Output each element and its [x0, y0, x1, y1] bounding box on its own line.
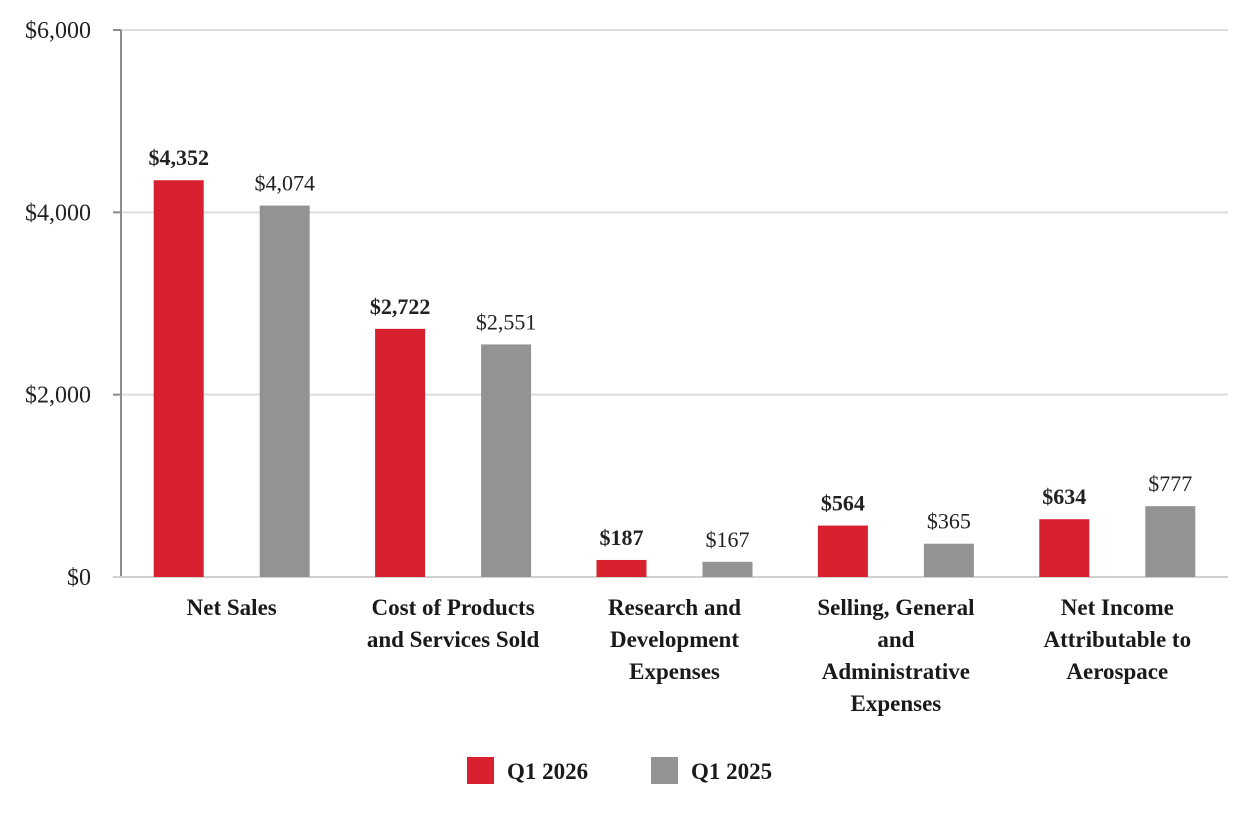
bar-q1-2026: [817, 525, 868, 577]
category-label: Net Sales: [187, 595, 277, 620]
data-label: $4,352: [148, 145, 209, 170]
data-label: $4,074: [254, 171, 315, 196]
category-label: Aerospace: [1066, 659, 1168, 684]
bar-q1-2025: [481, 344, 532, 577]
legend-swatch: [467, 757, 494, 784]
bar-q1-2025: [259, 205, 310, 577]
bar-q1-2025: [1145, 506, 1196, 577]
legend-label: Q1 2026: [507, 759, 588, 784]
category-label: and Services Sold: [367, 627, 540, 652]
y-tick-label: $4,000: [25, 200, 91, 226]
data-label: $777: [1148, 471, 1192, 496]
category-label: and: [877, 627, 914, 652]
data-label: $2,722: [370, 294, 431, 319]
data-label: $634: [1042, 484, 1086, 509]
legend-swatch: [651, 757, 678, 784]
category-label: Expenses: [851, 691, 942, 716]
data-label: $187: [600, 525, 644, 550]
data-label: $2,551: [476, 309, 537, 334]
bar-q1-2026: [375, 328, 426, 577]
bar-q1-2025: [923, 543, 974, 577]
bar-q1-2026: [596, 559, 647, 577]
y-tick-label: $0: [67, 565, 91, 591]
data-label: $564: [821, 491, 865, 516]
y-tick-label: $6,000: [25, 18, 91, 44]
bar-q1-2026: [1039, 519, 1090, 577]
value-labels: $4,352 $4,074 $2,722 $2,551 $187 $167 $564 $365…: [148, 145, 1192, 552]
legend: Q1 2026 Q1 2025: [467, 757, 772, 784]
legend-label: Q1 2025: [691, 759, 772, 784]
category-label: Research and: [608, 595, 741, 620]
category-labels: Net Sales Cost of Products and Services So…: [187, 595, 1191, 716]
y-tick-label: $2,000: [25, 383, 91, 409]
category-label: Administrative: [822, 659, 970, 684]
category-label: Attributable to: [1044, 627, 1192, 652]
bars: [153, 180, 1196, 577]
category-label: Net Income: [1061, 595, 1174, 620]
category-label: Cost of Products: [372, 595, 535, 620]
bar-q1-2025: [702, 561, 753, 577]
category-label: Selling, General: [817, 595, 974, 620]
category-label: Expenses: [629, 659, 720, 684]
data-label: $167: [706, 527, 750, 552]
data-label: $365: [927, 509, 971, 534]
category-label: Development: [610, 627, 739, 652]
bar-q1-2026: [153, 180, 204, 577]
